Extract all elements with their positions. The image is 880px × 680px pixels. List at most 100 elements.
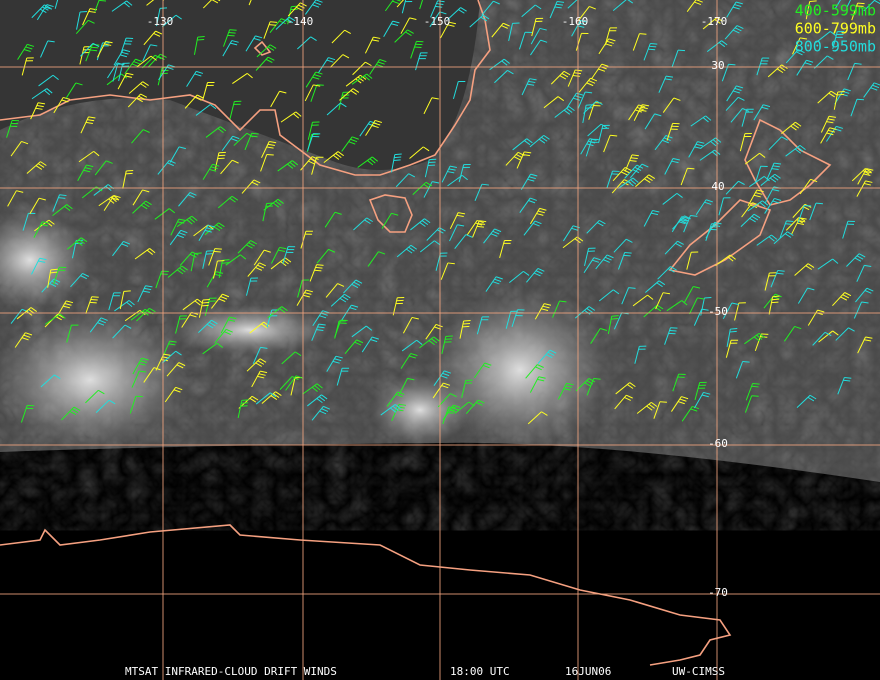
- barb-shaft: [671, 50, 679, 68]
- barb-flag: [541, 308, 549, 311]
- barb-shaft: [850, 99, 858, 117]
- barb-flag: [861, 301, 869, 304]
- barb-shaft: [78, 150, 94, 163]
- barb-shaft: [654, 135, 667, 151]
- barb-shaft: [310, 84, 318, 102]
- barb-flag: [864, 170, 872, 174]
- barb-flag: [332, 360, 340, 364]
- barb-shaft: [255, 392, 271, 405]
- barb-shaft: [112, 324, 126, 339]
- barb-flag: [314, 1, 321, 6]
- barb-flag: [310, 36, 317, 41]
- barb-flag: [627, 181, 634, 187]
- barb-flag: [320, 312, 328, 316]
- barb-flag: [84, 167, 92, 170]
- barb-flag: [373, 122, 381, 126]
- barb-flag: [794, 148, 802, 154]
- barb-flag: [827, 129, 836, 133]
- barb-flag: [319, 410, 327, 415]
- barb-flag: [269, 44, 277, 49]
- barb-flag: [809, 394, 817, 400]
- barb-flag: [478, 223, 486, 225]
- longitude-label: -130: [147, 15, 174, 28]
- barb-flag: [611, 315, 619, 317]
- barb-flag: [559, 75, 567, 80]
- barb-flag: [734, 87, 742, 91]
- barb-flag: [154, 54, 162, 60]
- barb-flag: [639, 33, 647, 35]
- barb-flag: [35, 165, 43, 170]
- barb-shaft: [65, 82, 77, 99]
- barb-shaft: [108, 292, 115, 311]
- barb-shaft: [799, 179, 811, 195]
- barb-flag: [796, 51, 803, 56]
- barb-flag: [177, 221, 185, 224]
- barb-flag: [45, 6, 53, 10]
- barb-flag: [561, 73, 569, 78]
- barb-flag: [316, 383, 323, 389]
- barb-flag: [431, 338, 438, 344]
- barb-flag: [844, 292, 852, 297]
- barb-flag: [806, 59, 814, 63]
- barb-flag: [705, 115, 712, 121]
- barb-shaft: [44, 313, 61, 325]
- barb-flag: [543, 134, 550, 140]
- barb-flag: [568, 106, 575, 112]
- barb-shaft: [396, 244, 412, 258]
- barb-flag: [269, 392, 277, 398]
- barb-flag: [796, 219, 804, 224]
- barb-shaft: [424, 159, 430, 178]
- barb-shaft: [583, 100, 597, 114]
- barb-shaft: [846, 0, 852, 8]
- barb-flag: [189, 191, 197, 196]
- barb-flag: [557, 0, 565, 3]
- barb-shaft: [54, 0, 59, 9]
- barb-flag: [227, 319, 235, 322]
- barb-flag: [672, 158, 680, 161]
- barb-flag: [316, 329, 324, 331]
- barb-flag: [335, 153, 342, 158]
- barb-shaft: [233, 132, 248, 146]
- barb-shaft: [684, 286, 694, 303]
- barb-flag: [536, 213, 544, 216]
- barb-flag: [694, 1, 702, 6]
- barb-flag: [250, 240, 258, 245]
- barb-shaft: [281, 351, 296, 365]
- barb-shaft: [398, 378, 408, 395]
- barb-flag: [105, 40, 113, 44]
- barb-shaft: [575, 33, 582, 51]
- barb-flag: [168, 208, 176, 214]
- barb-shaft: [132, 189, 143, 206]
- barb-flag: [501, 25, 508, 29]
- barb-flag: [475, 401, 483, 406]
- barb-flag: [315, 266, 323, 269]
- barb-shaft: [494, 70, 508, 84]
- barb-shaft: [198, 319, 212, 333]
- barb-flag: [310, 158, 317, 163]
- barb-flag: [251, 395, 259, 401]
- barb-flag: [59, 194, 67, 197]
- barb-flag: [490, 233, 498, 237]
- barb-flag: [280, 18, 288, 22]
- barb-flag: [563, 109, 571, 115]
- barb-flag: [644, 178, 651, 183]
- barb-shaft: [381, 213, 392, 229]
- barb-flag: [854, 257, 862, 262]
- barb-flag: [603, 259, 610, 263]
- barb-flag: [718, 42, 726, 48]
- barb-flag: [771, 168, 779, 171]
- barb-flag: [826, 121, 834, 124]
- barb-flag: [577, 25, 585, 28]
- barb-flag: [178, 146, 186, 150]
- barb-flag: [176, 269, 184, 275]
- barb-flag: [319, 315, 327, 319]
- barb-shaft: [530, 28, 541, 45]
- barb-flag: [870, 87, 878, 91]
- barb-shaft: [508, 23, 513, 42]
- barb-flag: [807, 263, 815, 268]
- barb-flag: [465, 234, 473, 238]
- barb-flag: [629, 159, 637, 162]
- barb-flag: [554, 6, 562, 9]
- barb-flag: [419, 222, 426, 227]
- barb-flag: [351, 283, 359, 289]
